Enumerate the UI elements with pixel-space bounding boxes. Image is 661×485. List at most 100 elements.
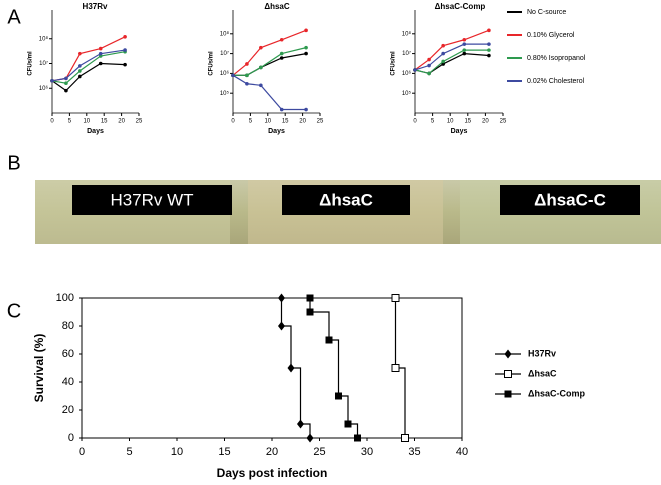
x-tick-label: 20 (118, 119, 125, 125)
y-tick-label: 10⁵ (220, 90, 230, 97)
marker (123, 62, 127, 67)
marker (354, 434, 361, 442)
series-line (51, 36, 126, 82)
x-tick-label: 10 (83, 119, 90, 125)
marker (391, 364, 400, 372)
marker (259, 65, 263, 70)
marker (78, 64, 82, 68)
marker (462, 37, 467, 42)
marker (123, 48, 127, 52)
x-tick-label: 0 (231, 119, 235, 125)
marker (441, 51, 445, 56)
marker (123, 34, 127, 39)
marker (78, 51, 82, 56)
legend-label: 0.02% Cholesterol (527, 78, 585, 85)
x-tick-label: 35 (408, 446, 420, 458)
x-axis-label: Days (268, 128, 285, 135)
y-tick-label: 60 (62, 348, 74, 360)
marker (279, 51, 284, 56)
chart-title: ΔhsaC-Comp (435, 2, 486, 11)
marker (306, 433, 314, 443)
marker (462, 51, 467, 56)
legend-marker (504, 370, 512, 378)
marker (278, 293, 285, 303)
y-tick-label: 0 (68, 432, 74, 444)
y-axis-label: CFUs/ml (28, 51, 34, 76)
y-tick-label: 10⁷ (402, 50, 411, 57)
survival-curve (280, 298, 311, 438)
y-tick-label: 40 (62, 376, 74, 388)
y-tick-label: 10⁶ (402, 70, 412, 77)
panel-label: A (7, 6, 21, 28)
marker (279, 107, 284, 112)
series-line (232, 74, 307, 111)
x-tick-label: 15 (101, 119, 108, 125)
marker (391, 294, 400, 302)
marker (413, 68, 417, 72)
x-tick-label: 5 (431, 119, 435, 125)
x-tick-label: 5 (249, 119, 253, 125)
marker (462, 48, 467, 52)
legend-marker (504, 349, 512, 359)
marker (98, 51, 103, 56)
marker (98, 61, 103, 66)
x-tick-label: 0 (79, 446, 85, 458)
x-tick-label: 10 (447, 119, 454, 125)
y-tick-label: 80 (62, 320, 74, 332)
y-tick-label: 10⁷ (220, 50, 229, 57)
marker (231, 73, 235, 78)
x-tick-label: 15 (218, 446, 230, 458)
series-line (233, 53, 307, 76)
marker (487, 42, 491, 46)
y-axis-label: CFUs/ml (391, 51, 397, 76)
marker (304, 28, 308, 33)
x-axis-label: Days (451, 128, 468, 135)
marker (304, 107, 308, 112)
marker (259, 83, 263, 88)
x-tick-label: 10 (171, 446, 183, 458)
legend-marker (504, 390, 512, 398)
marker (245, 62, 249, 66)
legend-label: ΔhsaC-Comp (528, 388, 585, 398)
marker (50, 78, 54, 83)
photo-label: H37Rv WT (110, 190, 193, 209)
marker (306, 294, 314, 302)
marker (98, 46, 103, 51)
y-tick-label: 10⁶ (220, 70, 230, 77)
marker (427, 63, 431, 68)
x-tick-label: 25 (317, 119, 324, 125)
marker (304, 51, 308, 56)
marker (462, 42, 467, 46)
x-axis-label: Days (87, 128, 104, 135)
x-tick-label: 20 (482, 119, 489, 125)
legend-label: 0.10% Glycerol (527, 32, 575, 39)
series-line (232, 29, 307, 76)
x-tick-label: 25 (313, 446, 325, 458)
marker (335, 392, 342, 400)
y-axis-label: CFUs/ml (209, 51, 215, 76)
marker (441, 62, 445, 66)
y-tick-label: 10⁶ (39, 85, 49, 92)
y-tick-label: 20 (62, 404, 74, 416)
marker (427, 71, 431, 76)
marker (245, 81, 249, 86)
marker (278, 321, 285, 331)
x-tick-label: 20 (266, 446, 278, 458)
y-tick-label: 10⁸ (39, 35, 49, 42)
survival-curve (394, 298, 406, 438)
photo-label: ΔhsaC (319, 190, 373, 209)
marker (487, 53, 491, 58)
legend-label: No C-source (527, 9, 566, 16)
x-tick-label: 5 (68, 119, 72, 125)
y-tick-label: 10⁵ (402, 90, 412, 97)
y-tick-label: 100 (56, 292, 74, 304)
legend-label: H37Rv (528, 348, 556, 358)
marker (297, 419, 304, 429)
x-tick-label: 30 (361, 446, 373, 458)
series-line (51, 62, 126, 92)
x-tick-label: 20 (299, 119, 306, 125)
x-tick-label: 0 (50, 119, 54, 125)
marker (344, 420, 352, 428)
marker (441, 59, 445, 64)
